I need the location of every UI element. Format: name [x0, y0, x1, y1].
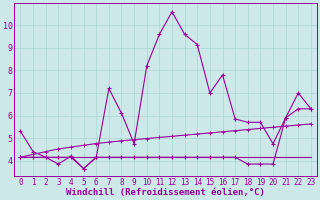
X-axis label: Windchill (Refroidissement éolien,°C): Windchill (Refroidissement éolien,°C)	[66, 188, 265, 197]
